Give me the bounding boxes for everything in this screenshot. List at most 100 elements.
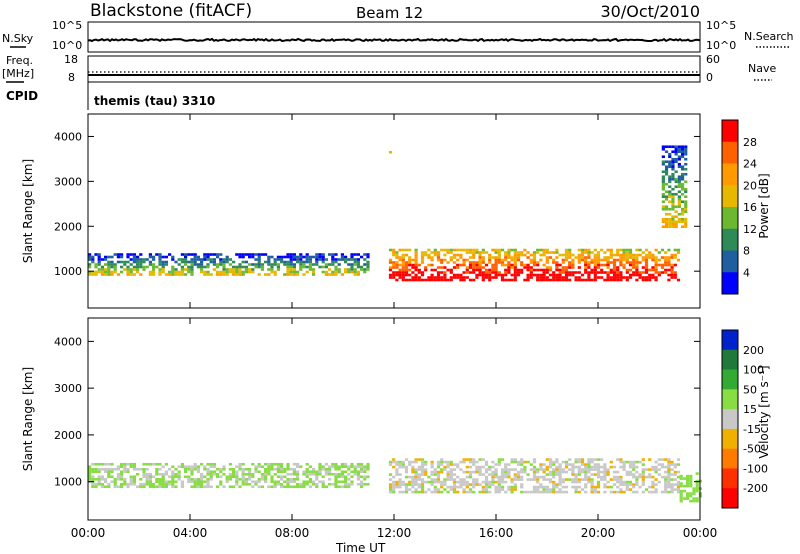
range-gate-cell — [145, 480, 149, 484]
range-gate-cell — [657, 263, 661, 267]
range-gate-cell — [475, 470, 479, 474]
range-gate-cell — [427, 480, 431, 484]
range-gate-cell — [516, 475, 521, 479]
range-gate-cell — [324, 470, 328, 474]
range-gate-cell — [251, 480, 255, 484]
range-gate-cell — [580, 278, 585, 282]
range-gate-cell — [107, 255, 111, 259]
range-gate-cell — [695, 487, 699, 490]
range-gate-cell — [257, 465, 261, 469]
range-gate-cell — [478, 458, 482, 461]
range-gate-cell — [401, 490, 405, 494]
range-gate-cell — [612, 483, 617, 486]
range-gate-cell — [684, 150, 688, 154]
range-gate-cell — [417, 278, 421, 282]
range-gate-cell — [657, 480, 661, 484]
range-gate-cell — [539, 468, 543, 471]
range-gate-cell — [689, 474, 693, 478]
range-gate-cell — [238, 273, 242, 276]
range-gate-cell — [491, 256, 495, 259]
range-gate-cell — [542, 273, 546, 277]
range-gate-cell — [532, 460, 537, 464]
range-gate-cell — [465, 266, 469, 269]
range-gate-cell — [190, 480, 194, 484]
range-gate-cell — [158, 255, 162, 259]
range-gate-cell — [644, 266, 649, 269]
range-gate-cell — [145, 477, 149, 481]
range-gate-cell — [596, 473, 601, 476]
range-gate-cell — [590, 251, 594, 254]
range-gate-cell — [430, 483, 434, 486]
range-gate-cell — [472, 248, 476, 252]
range-gate-cell — [577, 470, 581, 474]
range-gate-cell — [184, 260, 188, 264]
range-gate-cell — [661, 182, 665, 186]
range-gate-cell — [584, 475, 588, 479]
range-gate-cell — [536, 268, 540, 272]
range-gate-cell — [270, 485, 274, 489]
range-gate-cell — [344, 475, 348, 479]
range-gate-cell — [684, 195, 688, 199]
range-gate-cell — [443, 276, 447, 279]
y-tick-label: 2000 — [54, 429, 82, 442]
range-gate-cell — [488, 253, 492, 257]
colorbar-frame — [721, 119, 739, 295]
range-gate-cell — [526, 273, 530, 277]
range-gate-cell — [545, 468, 549, 471]
range-gate-cell — [123, 260, 127, 264]
range-gate-cell — [472, 460, 476, 464]
range-gate-cell — [587, 248, 591, 252]
range-gate-cell — [152, 462, 156, 466]
range-gate-cell — [408, 278, 412, 282]
range-gate-cell — [340, 465, 344, 469]
range-gate-cell — [507, 473, 511, 476]
range-gate-cell — [392, 273, 396, 277]
range-gate-cell — [206, 480, 210, 484]
range-gate-cell — [600, 258, 604, 262]
range-gate-cell — [542, 488, 546, 491]
colorbar-swatch — [722, 141, 738, 164]
range-gate-cell — [443, 266, 447, 269]
range-gate-cell — [513, 256, 517, 259]
range-gate-cell — [456, 463, 460, 466]
cpid-label: CPID — [6, 89, 38, 103]
range-gate-cell — [603, 278, 607, 282]
range-gate-cell — [424, 480, 428, 484]
range-gate-cell — [276, 265, 280, 269]
range-gate-cell — [126, 470, 130, 474]
range-gate-cell — [692, 492, 696, 495]
range-gate-cell — [664, 197, 669, 201]
range-gate-cell — [488, 278, 492, 282]
range-gate-cell — [292, 470, 296, 474]
range-gate-cell — [340, 475, 344, 479]
range-gate-cell — [440, 483, 444, 486]
range-gate-cell — [161, 477, 165, 481]
range-gate-cell — [161, 265, 165, 269]
range-gate-cell — [632, 266, 636, 269]
range-gate-cell — [590, 458, 594, 461]
range-gate-cell — [548, 458, 553, 461]
range-gate-cell — [347, 268, 351, 271]
range-gate-cell — [424, 253, 428, 257]
range-gate-cell — [241, 270, 245, 274]
range-gate-cell — [661, 147, 665, 151]
range-gate-cell — [654, 276, 658, 279]
range-gate-cell — [280, 482, 284, 486]
range-gate-cell — [593, 276, 597, 279]
range-gate-cell — [532, 468, 537, 471]
range-gate-cell — [625, 251, 629, 254]
range-gate-cell — [340, 485, 344, 489]
range-gate-cell — [638, 248, 642, 252]
range-gate-cell — [88, 465, 92, 469]
range-gate-cell — [126, 467, 130, 471]
range-gate-cell — [200, 268, 204, 271]
range-gate-cell — [190, 472, 194, 476]
range-gate-cell — [664, 217, 669, 221]
range-gate-cell — [695, 482, 699, 485]
range-gate-cell — [299, 265, 303, 269]
range-gate-cell — [654, 490, 658, 494]
range-gate-cell — [504, 465, 508, 469]
range-gate-cell — [395, 253, 399, 257]
range-gate-cell — [164, 462, 168, 466]
range-gate-cell — [452, 480, 457, 484]
